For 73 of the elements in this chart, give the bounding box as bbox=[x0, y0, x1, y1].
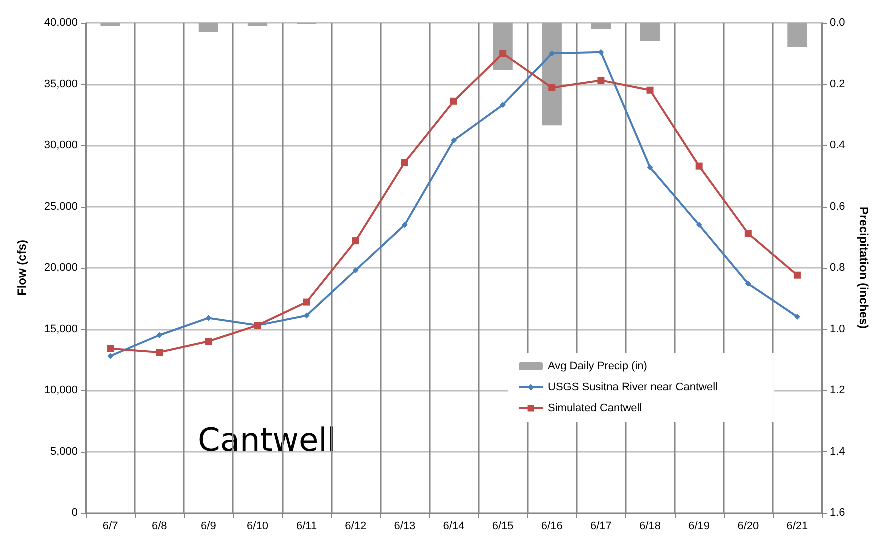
y-tick-label: 15,000 bbox=[44, 323, 78, 336]
y2-tick-label: 1.4 bbox=[830, 446, 846, 458]
point bbox=[647, 164, 654, 171]
point bbox=[156, 332, 163, 338]
point bbox=[500, 102, 506, 108]
x-tick-label: 6/7 bbox=[102, 520, 118, 532]
x-tick-label: 6/12 bbox=[345, 520, 367, 532]
point bbox=[744, 230, 752, 238]
y-tick-label: 20,000 bbox=[44, 262, 78, 274]
y-tick-label: 0 bbox=[72, 507, 78, 519]
y2-tick-label: 1.2 bbox=[830, 384, 846, 396]
point bbox=[303, 298, 310, 306]
x-tick-label: 6/17 bbox=[590, 520, 612, 532]
x-tick-label: 6/8 bbox=[152, 520, 168, 532]
point bbox=[745, 280, 752, 287]
y-tick-label: 35,000 bbox=[44, 78, 78, 90]
point bbox=[352, 267, 359, 274]
point bbox=[696, 162, 703, 170]
legend-label: USGS Susitna River near Cantwell bbox=[548, 382, 718, 394]
x-tick-label: 6/15 bbox=[492, 520, 514, 532]
x-tick-label: 6/18 bbox=[640, 520, 661, 532]
bar bbox=[591, 23, 612, 30]
y2-axis-title: Precipitation (inches) bbox=[857, 206, 871, 330]
point bbox=[156, 349, 164, 356]
point bbox=[548, 84, 556, 92]
point bbox=[696, 222, 702, 228]
point bbox=[794, 272, 801, 279]
y2-tick-label: 1.6 bbox=[830, 507, 846, 519]
bar bbox=[198, 23, 218, 32]
annotation: Cantwell bbox=[198, 421, 336, 459]
point bbox=[206, 315, 212, 322]
y2-tick-label: 0.2 bbox=[830, 78, 846, 90]
point bbox=[794, 314, 800, 320]
point bbox=[107, 345, 114, 352]
y2-tick-label: 0.4 bbox=[830, 140, 846, 152]
point bbox=[500, 50, 507, 58]
x-tick-label: 6/20 bbox=[738, 520, 760, 532]
y2-tick-label: 0.0 bbox=[830, 17, 846, 29]
point bbox=[450, 98, 458, 105]
x-tick-label: 6/14 bbox=[443, 520, 465, 532]
x-tick-label: 6/10 bbox=[247, 520, 268, 532]
bar bbox=[542, 23, 562, 126]
y-axis-title: Flow (cfs) bbox=[15, 240, 29, 296]
y-tick-label: 30,000 bbox=[44, 140, 78, 152]
bar bbox=[100, 23, 120, 26]
point bbox=[304, 312, 310, 319]
bar bbox=[493, 23, 513, 70]
y2-tick-label: 1.0 bbox=[830, 323, 846, 336]
x-tick-label: 6/11 bbox=[296, 520, 318, 532]
x-tick-label: 6/21 bbox=[786, 520, 808, 532]
x-tick-label: 6/19 bbox=[688, 520, 710, 532]
point bbox=[598, 77, 605, 84]
y2-tick-label: 0.8 bbox=[830, 262, 846, 274]
point bbox=[108, 353, 114, 360]
x-tick-label: 6/9 bbox=[201, 520, 216, 532]
point bbox=[646, 86, 654, 94]
x-tick-label: 6/13 bbox=[394, 520, 416, 532]
legend-label: Simulated Cantwell bbox=[548, 402, 642, 414]
legend-label: Avg Daily Precip (in) bbox=[548, 360, 648, 372]
bar bbox=[788, 23, 808, 48]
bar bbox=[248, 23, 268, 26]
y-tick-label: 5,000 bbox=[50, 446, 78, 458]
point bbox=[451, 138, 457, 144]
y-tick-label: 10,000 bbox=[44, 384, 78, 396]
point bbox=[205, 338, 212, 345]
bar bbox=[640, 23, 660, 42]
point bbox=[402, 222, 408, 228]
point bbox=[352, 238, 360, 245]
y-tick-label: 25,000 bbox=[44, 200, 78, 213]
y2-tick-label: 0.6 bbox=[830, 200, 846, 213]
point bbox=[401, 159, 408, 166]
y-tick-label: 40,000 bbox=[44, 17, 78, 29]
x-tick-label: 6/16 bbox=[541, 520, 563, 532]
